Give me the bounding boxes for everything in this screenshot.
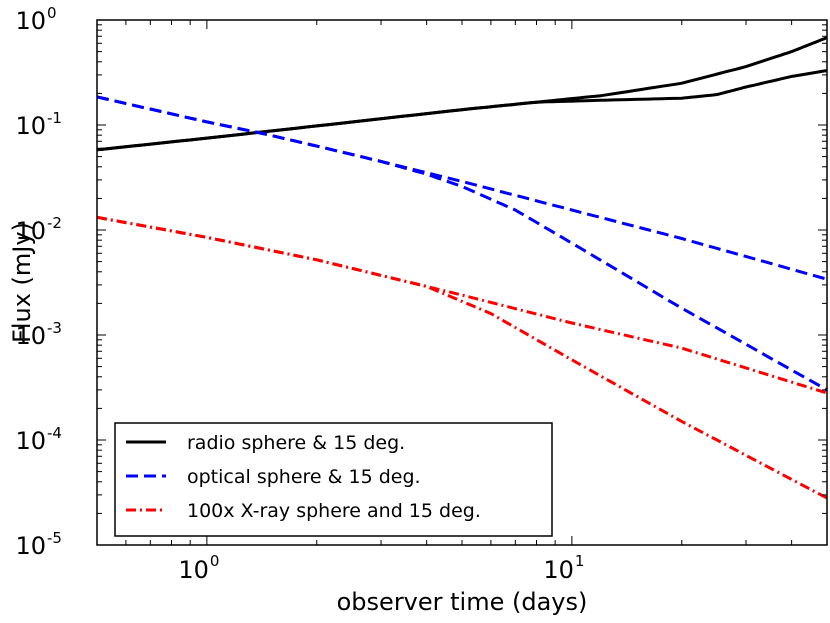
series-line-5	[96, 215, 828, 500]
x-tick-base: 10	[543, 556, 574, 584]
x-tick-label: 10 0	[178, 552, 219, 584]
y-tick-base: 10	[15, 532, 46, 560]
legend: radio sphere & 15 deg. optical sphere & 1…	[114, 422, 553, 537]
tick-layer: 10 010 -110 -210 -310 -410 -510 0 10 1	[15, 4, 828, 584]
y-tick-exponent: -5	[47, 529, 62, 547]
y-tick-label: 10 0	[15, 4, 56, 35]
y-tick-label: 10 -1	[15, 109, 62, 140]
y-tick-exponent: -4	[47, 424, 62, 442]
y-tick-base: 10	[15, 322, 46, 350]
legend-label: 100x X-ray sphere and 15 deg.	[187, 500, 481, 522]
y-tick-base: 10	[15, 7, 46, 35]
series-line-4	[96, 215, 828, 395]
y-tick-base: 10	[15, 217, 46, 245]
legend-label: optical sphere & 15 deg.	[187, 466, 421, 488]
y-tick-exponent: -3	[47, 319, 62, 337]
x-tick-base: 10	[178, 556, 209, 584]
series-layer	[96, 36, 828, 500]
y-tick-base: 10	[15, 427, 46, 455]
y-tick-exponent: -1	[47, 109, 62, 127]
series-line-2	[96, 95, 828, 281]
series-line-1	[96, 69, 828, 152]
x-tick-exponent: 0	[210, 552, 220, 570]
y-tick-exponent: 0	[47, 4, 57, 22]
y-tick-label: 10 -5	[15, 529, 62, 560]
x-tick-exponent: 1	[575, 552, 585, 570]
y-tick-label: 10 -3	[15, 319, 62, 350]
y-axis-label: Flux (mJy)	[8, 222, 36, 343]
y-tick-exponent: -2	[47, 214, 62, 232]
series-line-3	[96, 95, 828, 392]
legend-label: radio sphere & 15 deg.	[187, 432, 405, 454]
y-tick-label: 10 -4	[15, 424, 62, 455]
x-tick-label: 10 1	[543, 552, 584, 584]
legend-box	[114, 422, 553, 537]
y-tick-label: 10 -2	[15, 214, 62, 245]
y-tick-base: 10	[15, 112, 46, 140]
x-axis-label: observer time (days)	[337, 588, 588, 616]
